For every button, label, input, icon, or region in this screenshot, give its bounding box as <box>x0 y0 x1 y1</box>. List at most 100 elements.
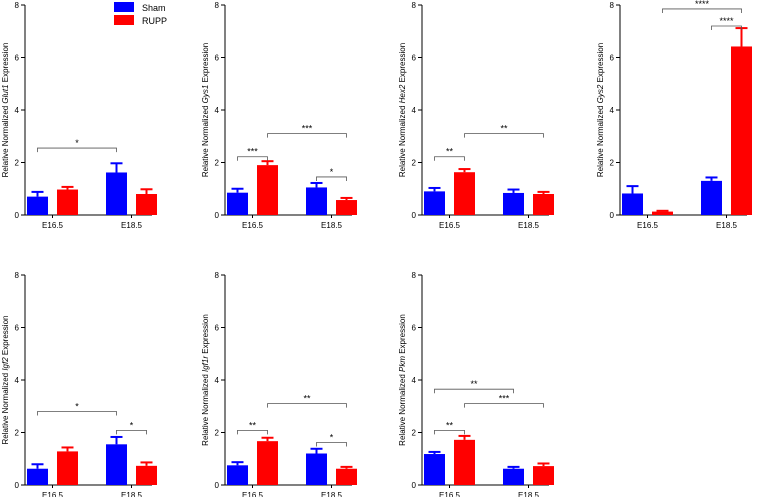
bar-rupp-E16-5 <box>257 441 278 485</box>
y-tick-label: 0 <box>215 211 220 220</box>
significance-line <box>464 133 544 138</box>
chart-panel-2: 0 2 4 6 8 Relative Normalized Gys1 Expression… <box>201 1 357 230</box>
y-axis-label: Relative Normalized Glut1 Expression <box>1 43 10 178</box>
significance-bracket: *** <box>267 124 347 138</box>
legend-swatch-sham <box>114 2 134 12</box>
chart-panel-6: 0 2 4 6 8 Relative Normalized Igf1r Expressio… <box>201 271 357 497</box>
y-tick-label: 6 <box>412 54 417 63</box>
significance-line <box>662 8 742 13</box>
bar-rupp-E16-5 <box>57 451 78 485</box>
y-tick-label: 8 <box>412 1 417 10</box>
bar-sham-E16-5 <box>227 465 248 485</box>
significance-bracket: ** <box>237 420 268 435</box>
significance-line <box>434 388 514 394</box>
significance-label: ** <box>446 420 454 430</box>
y-tick-label: 8 <box>215 271 220 280</box>
significance-bracket: * <box>37 402 117 416</box>
y-tick-label: 6 <box>215 54 220 63</box>
y-tick-label: 6 <box>610 54 615 63</box>
bar-rupp-E16-5 <box>57 189 78 215</box>
significance-line <box>434 156 465 161</box>
bar-sham-E16-5 <box>424 191 445 215</box>
significance-bracket: ** <box>464 124 544 138</box>
y-axis-label: Relative Normalized Igf2 Expression <box>1 316 10 445</box>
y-tick-label: 4 <box>15 106 20 115</box>
bar-rupp-E18-5 <box>336 200 357 215</box>
significance-bracket: ** <box>434 379 514 394</box>
significance-bracket: *** <box>464 394 544 408</box>
x-tick-label: E18.5 <box>121 491 142 497</box>
bar-sham-E18-5 <box>106 444 127 485</box>
bar-rupp-E18-5 <box>533 466 554 485</box>
significance-line <box>37 147 117 153</box>
x-tick-label: E18.5 <box>321 491 342 497</box>
bar-sham-E16-5 <box>27 196 48 215</box>
significance-bracket: ** <box>434 420 465 435</box>
x-tick-label: E16.5 <box>242 221 263 230</box>
bar-sham-E18-5 <box>306 187 327 215</box>
y-tick-label: 8 <box>215 1 220 10</box>
bar-rupp-E18-5 <box>136 465 157 485</box>
legend: Sham RUPP <box>114 2 167 26</box>
x-tick-label: E18.5 <box>321 221 342 230</box>
significance-bracket: * <box>316 167 347 181</box>
significance-label: ** <box>446 147 454 157</box>
significance-bracket: * <box>116 420 147 435</box>
y-tick-label: 6 <box>15 324 20 333</box>
significance-bracket: ** <box>434 147 465 161</box>
y-tick-label: 4 <box>215 376 220 385</box>
y-tick-label: 0 <box>15 481 20 490</box>
significance-label: ** <box>500 124 508 134</box>
y-axis-label: Relative Normalized Gys1 Expression <box>201 43 210 177</box>
y-tick-label: 4 <box>15 376 20 385</box>
y-tick-label: 2 <box>412 429 417 438</box>
bar-rupp-E18-5 <box>336 468 357 485</box>
significance-line <box>711 25 742 30</box>
y-tick-label: 4 <box>412 106 417 115</box>
significance-label: * <box>75 402 79 412</box>
y-tick-label: 6 <box>215 324 220 333</box>
y-tick-label: 2 <box>15 159 20 168</box>
bar-rupp-E18-5 <box>731 46 752 215</box>
chart-panel-3: 0 2 4 6 8 Relative Normalized Hex2 Expression… <box>398 1 554 230</box>
y-tick-label: 6 <box>412 324 417 333</box>
y-tick-label: 0 <box>412 481 417 490</box>
y-tick-label: 0 <box>215 481 220 490</box>
chart-panel-4: 0 2 4 6 8 Relative Normalized Gys2 Expression… <box>596 0 752 230</box>
y-tick-label: 2 <box>215 429 220 438</box>
bar-sham-E18-5 <box>503 468 524 485</box>
x-tick-label: E18.5 <box>518 491 539 497</box>
bar-sham-E18-5 <box>306 453 327 485</box>
y-tick-label: 0 <box>412 211 417 220</box>
significance-line <box>267 403 347 408</box>
x-tick-label: E18.5 <box>716 221 737 230</box>
chart-panel-7: 0 2 4 6 8 Relative Normalized Pkm Expression E… <box>398 271 554 497</box>
significance-bracket: *** <box>237 147 268 161</box>
y-tick-label: 2 <box>215 159 220 168</box>
y-tick-label: 8 <box>610 1 615 10</box>
significance-label: *** <box>247 147 258 157</box>
y-tick-label: 4 <box>412 376 417 385</box>
legend-label-rupp: RUPP <box>142 16 167 26</box>
significance-line <box>116 429 147 435</box>
bar-rupp-E16-5 <box>257 165 278 215</box>
y-tick-label: 2 <box>15 429 20 438</box>
bar-rupp-E16-5 <box>454 439 475 485</box>
chart-panel-1: 0 2 4 6 8 Relative Normalized Glut1 Expressio… <box>1 1 157 230</box>
significance-bracket: * <box>316 432 347 447</box>
significance-label: * <box>330 432 334 442</box>
significance-label: **** <box>719 16 734 26</box>
significance-line <box>316 176 347 181</box>
y-axis-label: Relative Normalized Pkm Expression <box>398 314 407 446</box>
x-tick-label: E16.5 <box>637 221 658 230</box>
significance-line <box>316 442 347 447</box>
significance-line <box>434 429 465 435</box>
y-axis-label: Relative Normalized Hex2 Expression <box>398 43 407 177</box>
y-tick-label: 2 <box>610 159 615 168</box>
bar-rupp-E16-5 <box>454 172 475 215</box>
significance-bracket: ** <box>267 394 347 408</box>
x-tick-label: E18.5 <box>121 221 142 230</box>
significance-label: ** <box>470 379 478 389</box>
bar-sham-E16-5 <box>622 193 643 215</box>
